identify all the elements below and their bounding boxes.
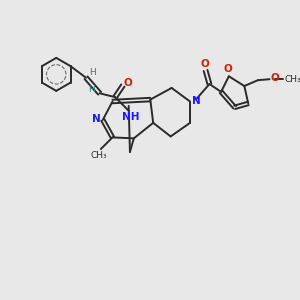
Text: O: O (224, 64, 232, 74)
Text: CH₃: CH₃ (91, 151, 107, 160)
Text: H: H (88, 85, 95, 94)
Text: O: O (200, 59, 209, 69)
Text: O: O (270, 73, 279, 83)
Text: H: H (89, 68, 96, 77)
Text: N: N (92, 114, 100, 124)
Text: N: N (193, 95, 201, 106)
Text: NH: NH (122, 112, 140, 122)
Text: O: O (123, 78, 132, 88)
Text: CH₃: CH₃ (284, 75, 300, 84)
